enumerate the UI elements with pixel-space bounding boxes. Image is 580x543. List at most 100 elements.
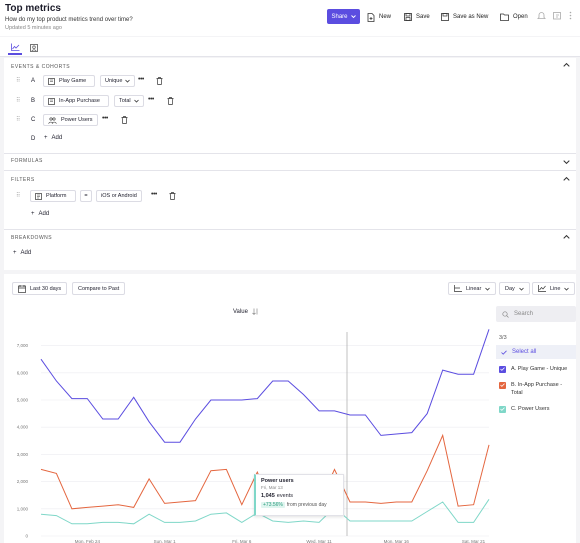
y-axis-ticks: 7,000 6,000 5,000 4,000 3,000 2,000 1,000 0 xyxy=(17,343,29,538)
drag-handle-icon[interactable]: ⠿ xyxy=(16,117,21,123)
sort-icon xyxy=(252,308,259,315)
y-tick-label: 3,000 xyxy=(17,452,29,457)
plus-icon: + xyxy=(44,135,48,141)
report-description[interactable]: How do my top product metrics trend over… xyxy=(5,17,133,23)
bell-icon[interactable] xyxy=(537,11,546,20)
series-line xyxy=(40,499,490,525)
aggregation-value: Unique xyxy=(105,78,123,84)
plus-icon: + xyxy=(31,211,35,217)
filter-operator[interactable]: = xyxy=(80,190,92,202)
tab-table-view[interactable] xyxy=(27,41,41,55)
checkbox-checked-icon[interactable] xyxy=(499,381,506,389)
add-breakdown-button[interactable]: + Add xyxy=(13,250,31,256)
x-axis-ticks: Mon, Feb 24 Sun, Mar 1 Fri, Mar 6 Wed, Mar … xyxy=(75,539,486,543)
formulas-section-title: FORMULAS xyxy=(11,158,43,164)
filter-value-select[interactable]: iOS or Android xyxy=(96,190,142,202)
filter-operator-value: = xyxy=(84,193,88,199)
add-label: Add xyxy=(20,250,32,256)
drag-handle-icon[interactable]: ⠿ xyxy=(16,193,21,199)
event-name: Play Game xyxy=(59,78,87,84)
event-name: In-App Purchase xyxy=(59,98,100,104)
y-tick-label: 5,000 xyxy=(17,398,29,403)
series-line xyxy=(40,329,490,443)
share-button[interactable]: Share xyxy=(327,9,360,24)
chevron-down-icon xyxy=(350,14,356,19)
more-options-icon[interactable]: ••• xyxy=(151,191,157,198)
save-label: Save xyxy=(416,14,430,20)
chevron-down-icon[interactable] xyxy=(563,159,570,165)
save-icon xyxy=(404,13,412,21)
x-tick-label: Fri, Mar 6 xyxy=(232,539,252,543)
chart-tooltip: Power users Fri, Mar 13 1,045 events +73.… xyxy=(254,474,344,516)
event-letter: C xyxy=(31,117,36,123)
y-tick-label: 2,000 xyxy=(17,479,29,484)
line-chart-icon xyxy=(10,43,20,51)
divider xyxy=(4,170,576,171)
chevron-up-icon[interactable] xyxy=(563,176,570,182)
checkbox-checked-icon[interactable] xyxy=(499,365,506,373)
legend-item-a[interactable]: A. Play Game - Unique xyxy=(499,365,575,373)
save-as-new-button[interactable]: Save as New xyxy=(441,11,488,23)
y-tick-label: 7,000 xyxy=(17,343,29,348)
compare-button[interactable]: Compare to Past xyxy=(72,282,126,295)
select-all-toggle[interactable]: Select all xyxy=(496,345,576,359)
aggregation-select[interactable]: Unique xyxy=(100,75,136,87)
chart-type-select[interactable]: Line xyxy=(532,282,576,295)
y-tick-label: 6,000 xyxy=(17,370,29,375)
cohort-icon xyxy=(48,116,57,124)
value-label: Value xyxy=(233,308,248,315)
cohort-name: Power Users xyxy=(61,117,93,123)
folder-icon xyxy=(500,13,509,21)
tooltip-value: 1,045 xyxy=(261,493,275,499)
drag-handle-icon[interactable]: ⠿ xyxy=(16,78,21,84)
value-sort-control[interactable]: Value xyxy=(233,308,259,315)
trash-icon[interactable] xyxy=(121,116,128,124)
calendar-icon xyxy=(18,284,26,293)
event-letter: D xyxy=(31,136,36,142)
chevron-up-icon[interactable] xyxy=(563,62,570,68)
add-event-button[interactable]: + Add xyxy=(44,135,62,141)
event-pill-in-app-purchase[interactable]: In-App Purchase xyxy=(43,95,109,107)
more-options-icon[interactable]: ••• xyxy=(138,76,144,83)
more-options-icon[interactable]: ••• xyxy=(102,115,108,122)
legend-label: C. Power Users xyxy=(511,406,550,412)
legend-count: 3/3 xyxy=(499,335,507,341)
add-filter-button[interactable]: + Add xyxy=(31,211,49,217)
date-range-button[interactable]: Last 30 days xyxy=(12,282,68,295)
view-tabs xyxy=(0,37,580,57)
chevron-up-icon[interactable] xyxy=(563,234,570,240)
open-button[interactable]: Open xyxy=(500,11,528,23)
legend-search-input[interactable]: Search xyxy=(496,306,576,322)
trash-icon[interactable] xyxy=(167,97,174,105)
trash-icon[interactable] xyxy=(156,77,163,85)
share-label: Share xyxy=(331,13,348,20)
legend-item-c[interactable]: C. Power Users xyxy=(499,405,575,413)
new-file-icon xyxy=(367,12,375,22)
divider xyxy=(4,229,576,230)
report-title[interactable]: Top metrics xyxy=(5,3,61,14)
tooltip-unit: events xyxy=(276,493,293,499)
cohort-pill-power-users[interactable]: Power Users xyxy=(43,114,98,126)
scale-select[interactable]: Linear xyxy=(448,282,497,295)
interval-select[interactable]: Day xyxy=(499,282,530,295)
add-label: Add xyxy=(51,135,63,141)
aggregation-select[interactable]: Total xyxy=(114,95,144,107)
property-icon xyxy=(35,192,42,200)
more-options-icon[interactable]: ••• xyxy=(148,96,154,103)
tab-chart-view[interactable] xyxy=(8,41,22,55)
chevron-down-icon xyxy=(133,99,139,103)
legend-item-b[interactable]: B. In-App Purchase - Total xyxy=(499,381,575,397)
legend-label: A. Play Game - Unique xyxy=(511,366,568,372)
checkbox-checked-icon[interactable] xyxy=(499,405,506,413)
filter-property-pill[interactable]: Platform xyxy=(30,190,76,202)
x-tick-label: Sun, Mar 1 xyxy=(154,539,177,543)
more-icon[interactable] xyxy=(569,11,572,20)
tooltip-date: Fri, Mar 13 xyxy=(261,485,283,490)
new-button[interactable]: New xyxy=(367,11,391,23)
x-tick-label: Sat, Mar 21 xyxy=(462,539,486,543)
event-pill-play-game[interactable]: Play Game xyxy=(43,75,95,87)
trash-icon[interactable] xyxy=(169,192,176,200)
save-button[interactable]: Save xyxy=(404,11,430,23)
screenshot-icon[interactable] xyxy=(553,11,562,20)
drag-handle-icon[interactable]: ⠿ xyxy=(16,98,21,104)
